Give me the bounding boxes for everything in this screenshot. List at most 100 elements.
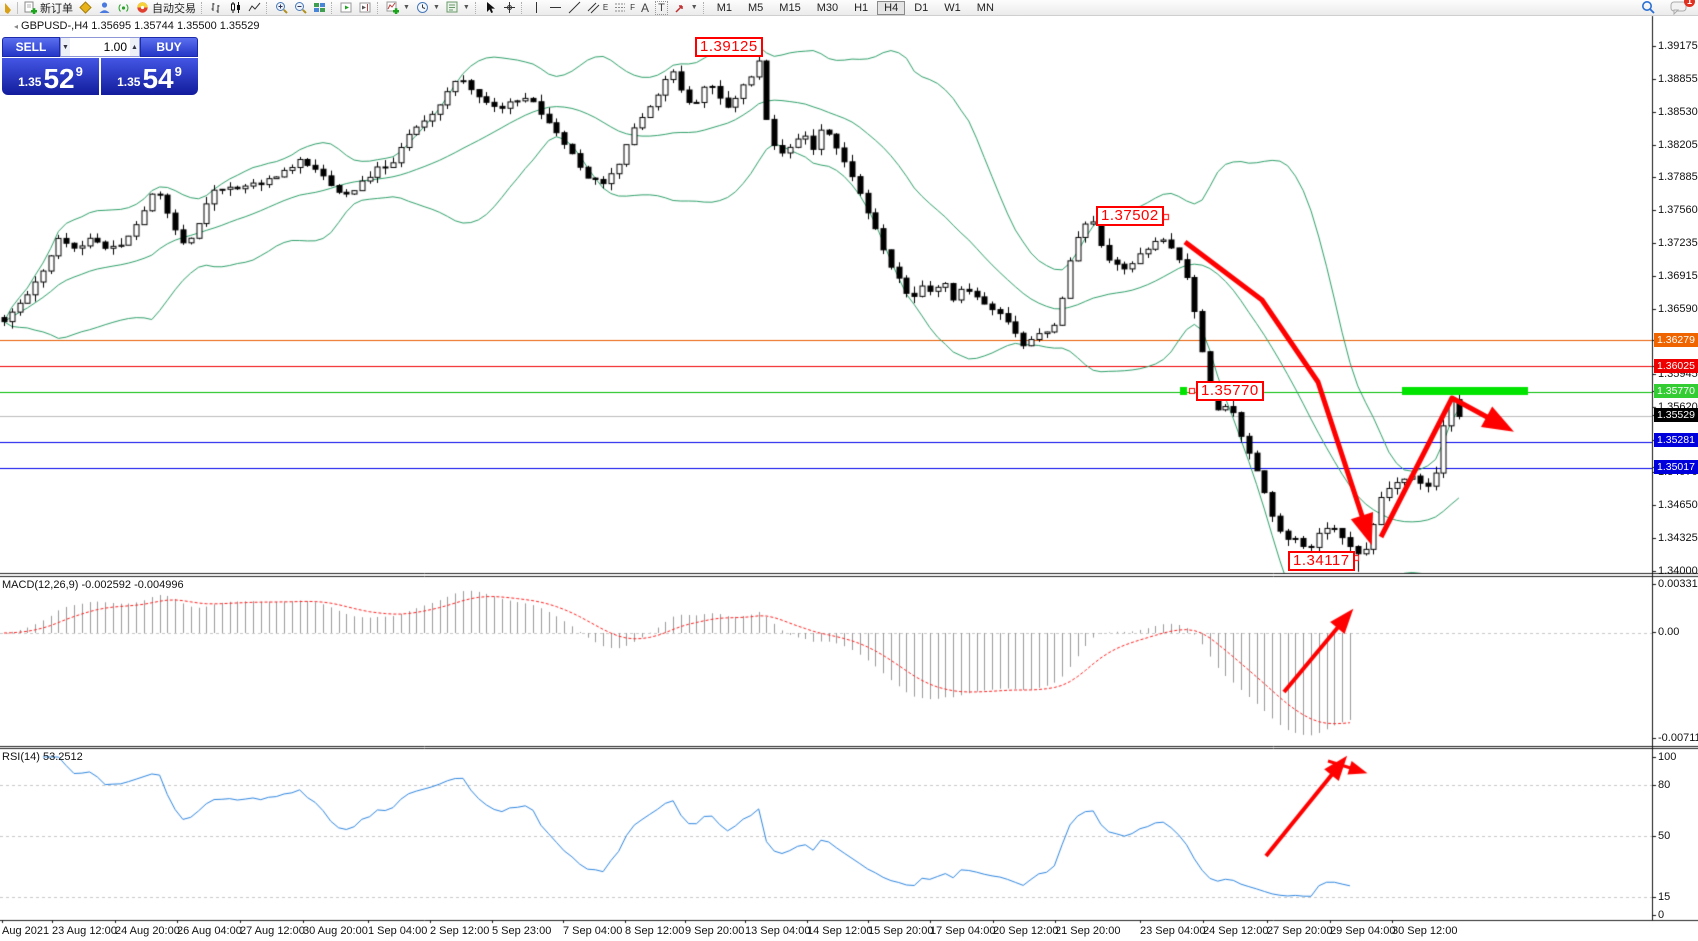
time-axis-label: 30 Aug 20:00: [303, 925, 368, 937]
sell-price-display[interactable]: 1.35 52 9: [2, 58, 99, 95]
chart-shift-icon: [359, 2, 371, 13]
crosshair-tool-button[interactable]: [500, 0, 519, 15]
sell-button[interactable]: SELL: [2, 37, 60, 57]
time-axis-label: 14 Sep 12:00: [807, 925, 873, 937]
zoom-out-button[interactable]: [291, 0, 310, 15]
templates-icon: [446, 1, 458, 13]
chart-title-marker: ◂: [14, 22, 19, 31]
price-axis-tick: 1.34000: [1658, 565, 1698, 577]
trendline-icon: [568, 1, 581, 14]
price-axis-tick: 1.39175: [1658, 40, 1698, 52]
sell-price-sup: 9: [75, 64, 83, 79]
chart-shift-button[interactable]: [356, 0, 375, 15]
timeframe-mn-button[interactable]: MN: [976, 1, 994, 14]
price-annotation[interactable]: 1.34117: [1288, 551, 1355, 571]
timeframe-h1-button[interactable]: H1: [854, 1, 869, 14]
volume-control: ▼ ▲: [60, 37, 140, 57]
price-annotation[interactable]: 1.35770: [1196, 381, 1264, 401]
indicators-icon: [386, 1, 399, 14]
time-axis-label: 27 Sep 20:00: [1267, 925, 1333, 937]
line-chart-icon: [248, 2, 261, 12]
separator: [201, 1, 205, 14]
search-button[interactable]: [1638, 0, 1659, 15]
channel-tool-button[interactable]: E: [584, 0, 611, 15]
cursor-icon: [486, 2, 495, 13]
main-toolbar: 新订单 自动交易 ▼ ▼ ▼ E F A T ▼: [0, 0, 1698, 16]
cursor-tool-button[interactable]: [481, 0, 500, 15]
sell-price-prefix: 1.35: [18, 75, 42, 89]
time-axis-label: 8 Sep 12:00: [625, 925, 685, 937]
indicators-button[interactable]: ▼: [383, 0, 413, 15]
person-icon: [99, 2, 110, 13]
time-axis-label: 20 Sep 12:00: [993, 925, 1059, 937]
auto-trading-label: 自动交易: [152, 2, 196, 15]
text-tool-button[interactable]: A: [638, 0, 652, 15]
price-annotation[interactable]: 1.37502: [1096, 206, 1164, 226]
price-axis-tick: 1.34325: [1658, 532, 1698, 544]
bar-chart-icon: [211, 3, 220, 13]
periods-button[interactable]: ▼: [413, 0, 443, 15]
text-label-tool-button[interactable]: T: [652, 0, 671, 15]
tile-windows-button[interactable]: [310, 0, 329, 15]
timeframe-m1-button[interactable]: M1: [716, 1, 733, 14]
price-axis-tick: 1.34650: [1658, 499, 1698, 511]
arrows-tool-icon: [675, 5, 683, 13]
separator: [331, 1, 335, 14]
chevron-down-icon: ▼: [690, 4, 698, 11]
templates-button[interactable]: ▼: [443, 0, 473, 15]
fibonacci-tool-button[interactable]: F: [611, 0, 638, 15]
auto-trading-icon: [137, 2, 148, 13]
zoom-out-icon: [295, 2, 307, 14]
timeframe-m5-button[interactable]: M5: [748, 1, 764, 14]
timeframe-group: M1 M5 M15 M30 H1 H4 D1 W1 MN: [709, 0, 1002, 15]
trendline-tool-button[interactable]: [565, 0, 584, 15]
time-axis-label: 1 Sep 04:00: [368, 925, 428, 937]
buy-button[interactable]: BUY: [140, 37, 198, 57]
timeframe-w1-button[interactable]: W1: [944, 1, 961, 14]
channel-icon: [587, 2, 600, 14]
chevron-down-icon: ▼: [432, 4, 440, 11]
vertical-line-tool-button[interactable]: [527, 0, 546, 15]
rsi-axis-tick: 50: [1658, 830, 1671, 842]
chevron-down-icon: ▼: [403, 4, 410, 11]
timeframe-m15-button[interactable]: M15: [779, 1, 801, 14]
arrows-tool-button[interactable]: ▼: [671, 0, 701, 15]
rsi-axis-tick: 0: [1658, 909, 1665, 921]
tile-windows-icon: [314, 3, 325, 12]
auto-scroll-button[interactable]: [337, 0, 356, 15]
time-axis-label: 17 Sep 04:00: [930, 925, 996, 937]
price-level-label: 1.35770: [1654, 384, 1698, 398]
price-axis-tick: 1.36590: [1658, 303, 1698, 315]
volume-decrease-button[interactable]: ▼: [61, 38, 70, 56]
partial-left-icon[interactable]: [2, 0, 14, 15]
signals-button[interactable]: [114, 0, 133, 15]
line-chart-button[interactable]: [245, 0, 264, 15]
horizontal-line-tool-button[interactable]: [546, 0, 565, 15]
volume-increase-button[interactable]: ▲: [130, 38, 139, 56]
new-order-label: 新订单: [40, 2, 73, 15]
signal-icon: [118, 4, 129, 12]
volume-input[interactable]: [70, 38, 130, 56]
timeframe-h4-button[interactable]: H4: [877, 0, 906, 15]
time-axis-label: 15 Sep 20:00: [868, 925, 934, 937]
separator: [474, 1, 479, 14]
new-order-button[interactable]: 新订单: [21, 0, 76, 15]
bar-chart-button[interactable]: [207, 0, 226, 15]
buy-price-display[interactable]: 1.35 54 9: [101, 58, 198, 95]
zoom-in-button[interactable]: [272, 0, 291, 15]
timeframe-m30-button[interactable]: M30: [816, 1, 839, 14]
timeframe-d1-button[interactable]: D1: [914, 1, 929, 14]
macd-axis-tick: 0.003315: [1658, 578, 1698, 590]
rsi-axis-tick: 100: [1658, 751, 1677, 763]
time-axis-label: 24 Sep 12:00: [1203, 925, 1269, 937]
price-annotation[interactable]: 1.39125: [695, 37, 763, 57]
macd-label: MACD(12,26,9) -0.002592 -0.004996: [2, 579, 184, 591]
time-axis-label: Aug 2021: [2, 925, 50, 937]
accounts-button[interactable]: [95, 0, 114, 15]
candlestick-chart-button[interactable]: [226, 0, 245, 15]
depth-of-market-button[interactable]: [76, 0, 95, 15]
price-level-label: 1.36279: [1654, 333, 1698, 347]
notifications-button[interactable]: 1: [1667, 0, 1695, 15]
auto-trading-button[interactable]: 自动交易: [133, 0, 199, 15]
